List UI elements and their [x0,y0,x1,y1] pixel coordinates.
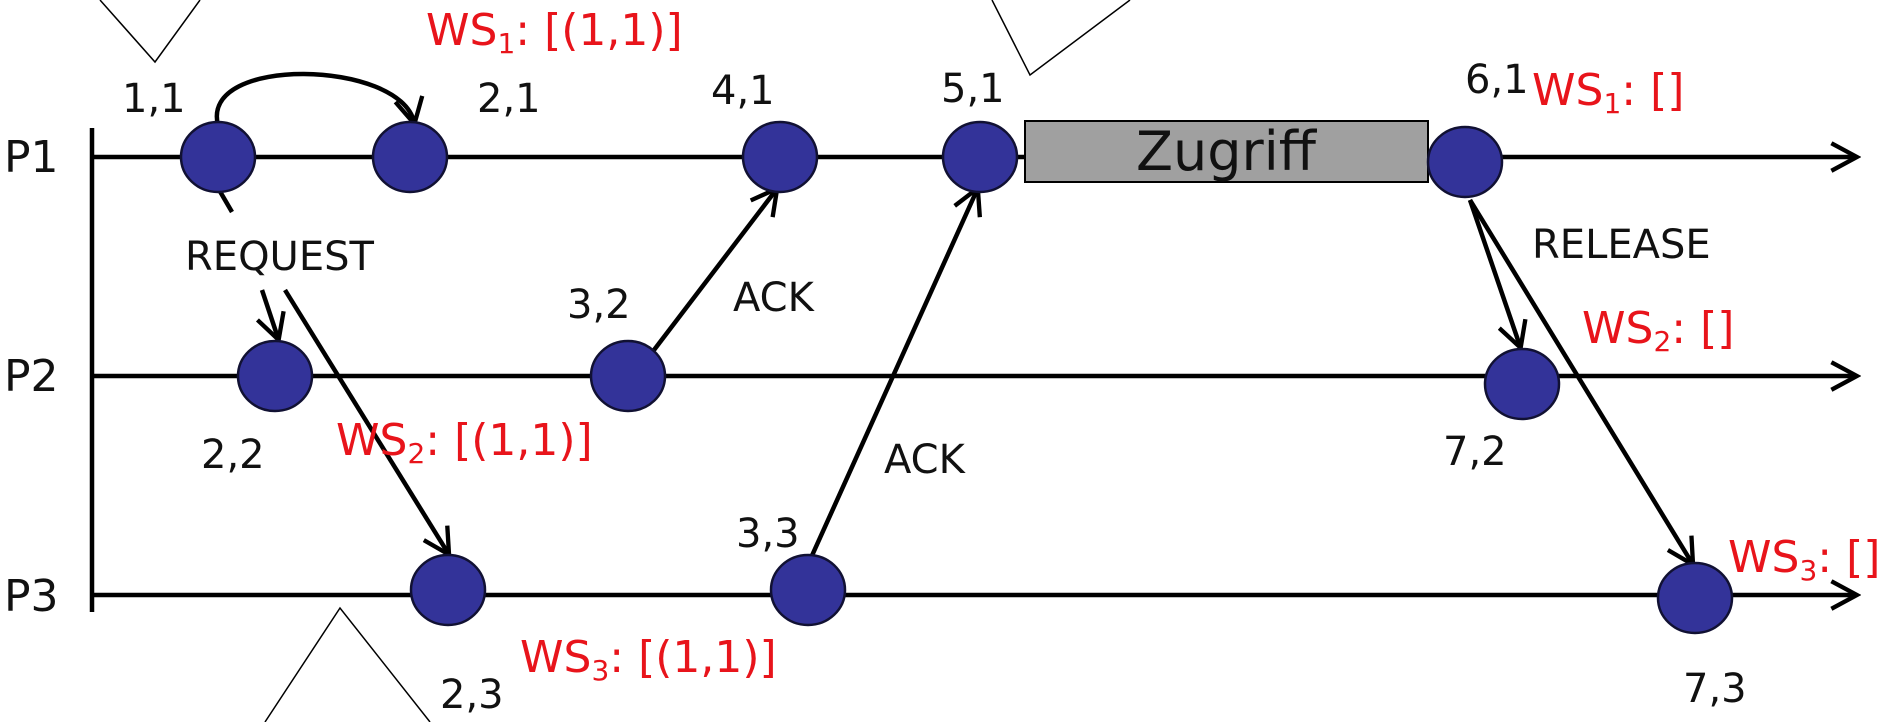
timestamp-4-1: 4,1 [711,68,775,114]
event-node-5-1 [941,120,1019,194]
ack-message-label-p3: ACK [884,437,967,483]
event-node-4-1 [741,120,819,194]
ack-arrow-p2 [652,190,776,352]
timestamp-2-3: 2,3 [440,672,504,718]
timestamp-2-2: 2,2 [201,432,265,478]
critical-section-box [1024,120,1429,183]
event-node-6-1 [1426,125,1504,199]
request-arrow-p2 [262,289,278,338]
timestamp-3-3: 3,3 [736,511,800,557]
queue-ws3-release: WS3: [] [1728,532,1880,587]
event-node-2-3 [409,553,487,627]
queue-ws2-request: WS2: [(1,1)] [336,415,593,470]
event-node-7-2 [1483,347,1561,421]
queue-ws1-release: WS1: [] [1532,65,1684,120]
release-arrow-p3 [1468,198,1692,563]
timestamp-7-2: 7,2 [1443,429,1507,475]
queue-ws2-release: WS2: [] [1582,303,1734,358]
process-label-p1: P1 [4,132,59,183]
decor-triangle-top-center [991,0,1131,77]
release-message-label: RELEASE [1532,222,1711,268]
timestamp-7-3: 7,3 [1683,666,1747,712]
request-self-arrow [214,71,414,125]
event-node-3-3 [769,553,847,627]
critical-section-label: Zugriff [1136,120,1318,183]
ack-message-label-p2: ACK [733,275,816,321]
event-node-7-3 [1656,561,1734,635]
timestamp-6-1: 6,1 [1465,57,1529,103]
timestamp-1-1: 1,1 [122,76,186,122]
process-label-p3: P3 [4,571,59,622]
request-arrow-p3 [283,288,448,553]
queue-ws1-request: WS1: [(1,1)] [426,5,683,60]
ack-arrow-p3 [807,190,977,561]
timestamp-2-1: 2,1 [477,76,541,122]
timestamp-5-1: 5,1 [941,66,1005,112]
timestamp-3-2: 3,2 [567,282,631,328]
decor-triangle-bottom [264,606,431,722]
queue-ws3-request: WS3: [(1,1)] [520,632,777,687]
event-node-2-1 [371,120,449,194]
request-message-label: REQUEST [185,234,374,280]
event-node-3-2 [589,339,667,413]
event-node-1-1 [179,120,257,194]
process-label-p2: P2 [4,351,59,402]
release-arrow-p2 [1467,199,1520,346]
event-node-2-2 [236,339,314,413]
decor-triangle-top-left [99,0,201,64]
